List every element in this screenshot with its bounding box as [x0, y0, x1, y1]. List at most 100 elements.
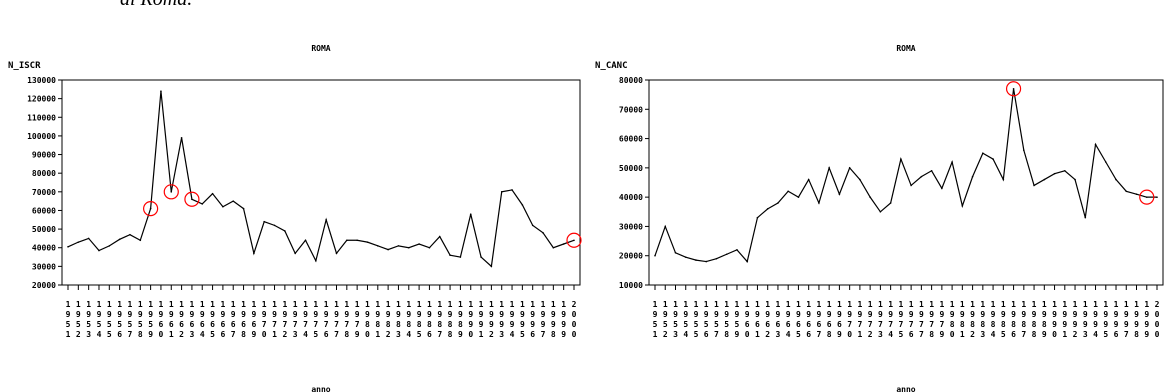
y-tick-label: 80000 — [32, 169, 56, 178]
x-tick-label: 9 — [1083, 310, 1088, 319]
x-tick-label: 9 — [653, 310, 658, 319]
x-tick-label: 9 — [1144, 320, 1149, 329]
data-point — [201, 203, 204, 205]
x-tick-label: 1 — [755, 300, 760, 309]
x-tick-label: 9 — [950, 310, 955, 319]
x-tick-label: 1 — [837, 300, 842, 309]
x-tick-label: 9 — [765, 310, 770, 319]
x-tick-label: 6 — [220, 320, 225, 329]
x-tick-label: 1 — [468, 300, 473, 309]
x-tick-label: 9 — [1144, 310, 1149, 319]
x-tick-label: 1 — [653, 330, 658, 339]
highlight-circle — [143, 200, 159, 217]
x-tick-label: 3 — [293, 330, 298, 339]
x-tick-label: 6 — [220, 330, 225, 339]
y-tick-label: 110000 — [27, 113, 56, 122]
data-point — [920, 175, 923, 178]
highlight-circle — [1005, 81, 1022, 97]
x-tick-label: 9 — [448, 310, 453, 319]
x-tick-label: 9 — [499, 310, 504, 319]
x-tick-label: 7 — [334, 330, 339, 339]
x-tick-label: 6 — [241, 320, 246, 329]
x-tick-label: 9 — [714, 310, 719, 319]
x-tick-label: 9 — [1042, 330, 1047, 339]
x-tick-label: 5 — [683, 320, 688, 329]
series-line — [67, 91, 575, 268]
data-point — [67, 245, 69, 248]
x-tick-label: 7 — [324, 320, 329, 329]
data-point — [951, 161, 953, 163]
x-tick-label: 9 — [1042, 310, 1047, 319]
x-tick-label: 1 — [1001, 300, 1006, 309]
x-tick-label: 6 — [765, 320, 770, 329]
x-tick-label: 7 — [919, 330, 924, 339]
x-tick-label: 9 — [561, 320, 566, 329]
y-tick-label: 90000 — [32, 151, 56, 160]
x-tick-label: 7 — [929, 320, 934, 329]
data-point — [346, 239, 348, 242]
data-point — [211, 192, 214, 195]
data-point — [818, 202, 820, 204]
data-point — [77, 241, 80, 243]
data-point — [766, 208, 769, 210]
x-tick-label: 1 — [375, 330, 380, 339]
x-tick-label: 9 — [530, 320, 535, 329]
x-tick-label: 8 — [458, 320, 463, 329]
x-tick-label: 1 — [827, 300, 832, 309]
x-tick-label: 0 — [262, 330, 267, 339]
x-tick-label: 2 — [76, 330, 81, 339]
x-tick-label: 7 — [231, 330, 236, 339]
x-tick-label: 4 — [888, 330, 893, 339]
x-tick-label: 6 — [1011, 330, 1016, 339]
x-tick-label: 1 — [888, 300, 893, 309]
x-tick-label: 1 — [303, 300, 308, 309]
x-tick-label: 9 — [179, 310, 184, 319]
x-tick-label: 3 — [499, 330, 504, 339]
data-point — [552, 246, 555, 249]
x-tick-label: 5 — [520, 330, 525, 339]
data-point — [253, 252, 255, 255]
data-point — [1063, 169, 1066, 172]
x-tick-label: 8 — [1032, 320, 1037, 329]
data-point — [674, 251, 677, 254]
x-tick-label: 4 — [786, 330, 791, 339]
x-tick-label: 8 — [241, 330, 246, 339]
x-tick-label: 5 — [714, 320, 719, 329]
x-tick-label: 1 — [128, 300, 133, 309]
x-tick-label: 8 — [551, 330, 556, 339]
x-tick-label: 1 — [704, 300, 709, 309]
x-tick-label: 9 — [837, 310, 842, 319]
x-tick-label: 2 — [1155, 300, 1160, 309]
y-tick-label: 20000 — [619, 252, 643, 261]
data-point — [304, 239, 307, 242]
x-tick-label: 8 — [375, 320, 380, 329]
data-point — [695, 259, 697, 261]
x-tick-label: 8 — [1021, 320, 1026, 329]
x-tick-label: 9 — [293, 310, 298, 319]
x-tick-label: 9 — [909, 310, 914, 319]
x-tick-label: 7 — [1021, 330, 1026, 339]
x-tick-label: 9 — [1144, 330, 1149, 339]
x-tick-label: 9 — [210, 310, 215, 319]
x-tick-label: 9 — [868, 310, 873, 319]
x-tick-label: 9 — [355, 310, 360, 319]
x-tick-label: 0 — [1155, 310, 1160, 319]
data-point — [418, 243, 420, 245]
x-tick-label: 1 — [210, 300, 215, 309]
x-tick-label: 9 — [251, 310, 256, 319]
x-tick-label: 6 — [117, 330, 122, 339]
x-tick-label: 1 — [724, 300, 729, 309]
x-tick-label: 1 — [541, 300, 546, 309]
x-tick-label: 1 — [1062, 330, 1067, 339]
x-tick-label: 9 — [551, 320, 556, 329]
x-tick-label: 6 — [159, 320, 164, 329]
x-tick-label: 9 — [704, 310, 709, 319]
x-tick-label: 4 — [1093, 330, 1098, 339]
x-tick-label: 1 — [694, 300, 699, 309]
x-tick-label: 6 — [530, 330, 535, 339]
x-tick-label: 9 — [200, 310, 205, 319]
x-tick-label: 1 — [220, 300, 225, 309]
x-tick-label: 5 — [898, 330, 903, 339]
x-tick-label: 9 — [334, 310, 339, 319]
x-tick-label: 1 — [1144, 300, 1149, 309]
